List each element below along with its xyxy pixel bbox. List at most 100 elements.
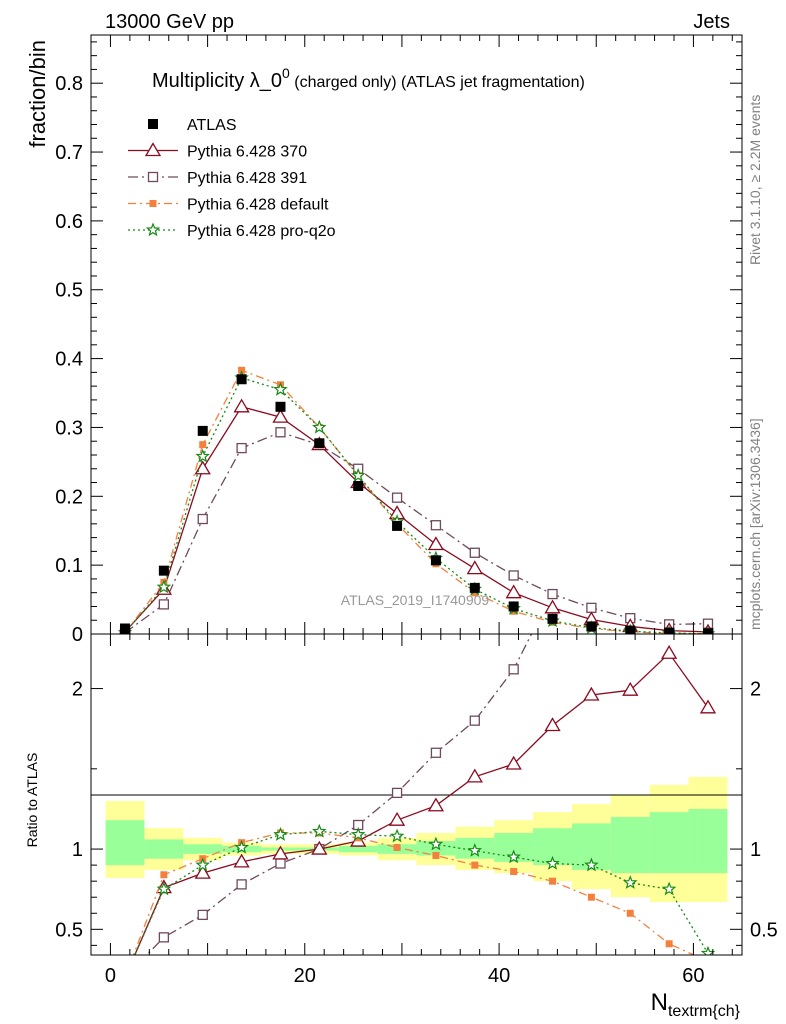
main-point-p370 — [427, 536, 445, 551]
main-line-proq2o — [124, 377, 709, 634]
main-point-proq2o — [195, 448, 210, 463]
ratio-line-p391 — [145, 634, 533, 955]
top-plot-panel: 0 0.1 0.2 0.3 0.4 0.5 0.6 0.7 0.8 ATLAS_2019_I17… — [55, 34, 743, 646]
legend-label-p370: Pythia 6.428 370 — [187, 144, 307, 161]
ratio-band-green — [688, 808, 728, 874]
main-line-p391 — [124, 431, 709, 634]
ratio-point-default — [432, 851, 440, 859]
main-point-p391 — [391, 492, 403, 503]
main-point-p370 — [272, 408, 289, 423]
ratio-point-p370 — [388, 811, 406, 826]
ratio-point-proq2o — [623, 875, 638, 889]
legend-marker-p391 — [147, 171, 159, 183]
ratio-point-p391 — [430, 747, 442, 758]
ratio-point-p370 — [660, 644, 678, 659]
main-point-atlas — [702, 628, 713, 634]
ratio-point-p370 — [466, 768, 483, 783]
top-y-tick-label: 0 — [72, 624, 83, 646]
legend-marker-default — [149, 200, 157, 207]
ratio-y-tick-label-right: 2 — [750, 679, 761, 701]
legend-label-default: Pythia 6.428 default — [187, 197, 329, 214]
top-y-tick-label: 0.3 — [55, 417, 83, 439]
ratio-point-default — [122, 974, 129, 981]
ratio-point-default — [160, 871, 168, 879]
ratio-point-p391 — [275, 858, 286, 869]
ratio-point-p370 — [699, 699, 717, 714]
top-y-tick-label: 0.2 — [55, 486, 83, 508]
main-point-atlas — [236, 374, 247, 385]
legend-marker-p370 — [144, 142, 162, 157]
plot-title: Multiplicity λ_00 (charged only) (ATLAS … — [152, 65, 585, 92]
top-y-tick-label: 0.6 — [55, 211, 83, 233]
main-point-atlas — [314, 438, 325, 449]
ratio-point-p370 — [427, 797, 445, 812]
main-point-p391 — [275, 427, 286, 438]
ratio-point-p391 — [158, 932, 170, 943]
legend-marker-atlas — [148, 119, 158, 129]
main-point-p391 — [508, 570, 519, 581]
ratio-point-proq2o — [234, 839, 249, 854]
ratio-point-p370 — [544, 717, 561, 732]
ratio-plot-frame — [90, 633, 743, 956]
main-point-default — [199, 441, 207, 449]
main-point-p391 — [197, 513, 208, 525]
ratio-y-tick-label: 0.5 — [55, 919, 83, 941]
main-point-p370 — [233, 398, 250, 413]
main-point-atlas — [586, 621, 597, 632]
ratio-point-p370 — [311, 840, 328, 855]
x-tick-label: 20 — [294, 965, 316, 987]
ratio-point-default — [549, 877, 557, 885]
ratio-point-proq2o — [545, 855, 560, 870]
ratio-line-proq2o — [134, 830, 709, 955]
plot-title-rest: (charged only) (ATLAS jet fragmentation) — [290, 74, 585, 91]
ratio-point-proq2o — [700, 945, 716, 955]
ratio-point-p391 — [508, 664, 519, 675]
watermark-label: ATLAS_2019_I1740909 — [341, 592, 490, 608]
ratio-y-tick-label-right: 0.5 — [750, 919, 778, 941]
main-point-p391 — [430, 520, 442, 531]
x-axis-label-main: N — [651, 989, 668, 1016]
main-point-p370 — [194, 460, 211, 475]
header-jets-label: Jets — [693, 11, 730, 33]
x-axis-label-sub: textrm{ch} — [668, 1003, 741, 1020]
ratio-point-p391 — [391, 787, 403, 799]
ratio-point-default — [587, 893, 595, 901]
main-point-atlas — [158, 565, 169, 576]
ratio-point-p370 — [622, 681, 639, 696]
ratio-point-p370 — [118, 970, 132, 982]
x-axis-label: Ntextrm{ch} — [651, 989, 741, 1020]
main-point-atlas — [625, 625, 636, 634]
main-point-atlas — [275, 401, 286, 412]
ratio-point-proq2o — [156, 881, 172, 896]
ratio-point-default — [665, 940, 673, 948]
x-tick-label: 0 — [105, 965, 116, 987]
ratio-band-green — [105, 820, 145, 866]
ratio-band-green — [144, 839, 184, 859]
ratio-y-tick-label-right: 1 — [750, 839, 761, 861]
plot-title-superscript: 0 — [282, 65, 290, 81]
ratio-band-green — [610, 816, 650, 874]
ratio-band-green — [338, 845, 378, 853]
main-point-proq2o — [350, 467, 366, 482]
top-y-tick-label: 0.7 — [55, 142, 83, 164]
x-tick-label: 40 — [488, 965, 510, 987]
ratio-point-proq2o — [312, 823, 327, 838]
ratio-point-p391 — [587, 459, 596, 468]
ratio-point-p391 — [236, 879, 247, 890]
main-point-atlas — [508, 601, 519, 612]
main-point-atlas — [197, 425, 208, 436]
top-y-tick-label: 0.5 — [55, 280, 83, 302]
main-line-p370 — [124, 406, 709, 633]
main-point-p391 — [586, 602, 597, 613]
header-energy-label: 13000 GeV pp — [105, 11, 234, 33]
main-point-p391 — [469, 547, 480, 558]
ratio-point-p391 — [121, 973, 130, 982]
top-y-tick-label: 0.4 — [55, 349, 83, 371]
ratio-point-default — [626, 909, 634, 917]
top-y-tick-label: 0.8 — [55, 73, 83, 95]
ratio-band-green — [649, 812, 689, 874]
main-point-atlas — [120, 623, 131, 634]
ratio-point-proq2o — [661, 881, 677, 896]
ratio-point-proq2o — [350, 826, 366, 841]
